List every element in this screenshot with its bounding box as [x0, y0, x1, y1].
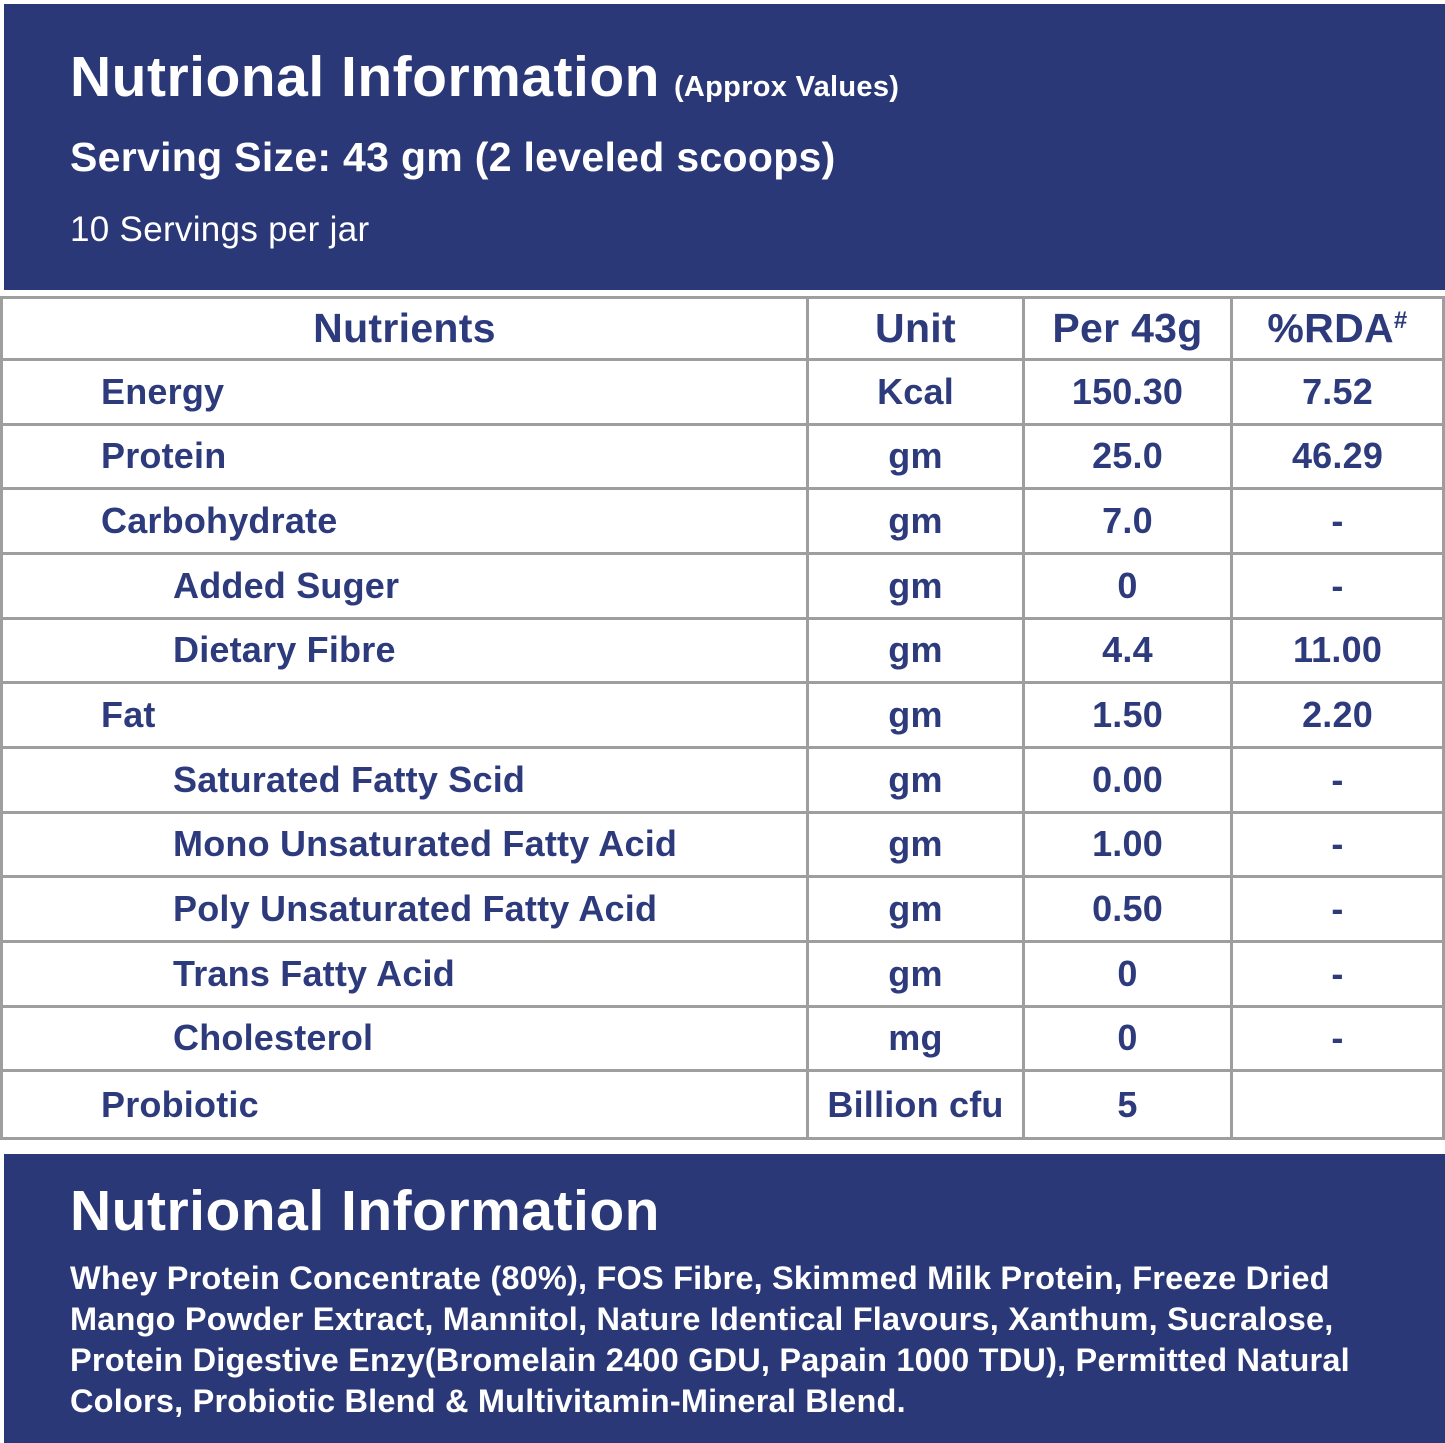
- ingredients-text: Whey Protein Concentrate (80%), FOS Fibr…: [70, 1259, 1350, 1419]
- nutrient-cell: Cholesterol: [3, 1007, 809, 1073]
- page-title: Nutrional Information: [70, 45, 660, 109]
- column-header-nutrients: Nutrients: [3, 299, 809, 361]
- nutrient-cell: Energy: [3, 361, 809, 426]
- unit-cell: mg: [809, 1007, 1025, 1073]
- rda-cell: 46.29: [1233, 426, 1442, 491]
- rda-cell: -: [1233, 814, 1442, 879]
- nutrient-cell: Probiotic: [3, 1072, 809, 1137]
- rda-cell: -: [1233, 555, 1442, 620]
- rda-cell: -: [1233, 878, 1442, 943]
- per43g-cell: 5: [1025, 1072, 1233, 1137]
- per43g-cell: 0.50: [1025, 878, 1233, 943]
- per43g-cell: 25.0: [1025, 425, 1233, 491]
- nutrient-cell: Protein: [3, 425, 809, 491]
- unit-cell: gm: [809, 554, 1025, 620]
- rda-cell: -: [1233, 1008, 1442, 1073]
- footer-title: Nutrional Information: [70, 1179, 660, 1243]
- rda-header-label: %RDA: [1267, 305, 1394, 351]
- nutrient-cell: Mono Unsaturated Fatty Acid: [3, 813, 809, 879]
- per43g-cell: 150.30: [1025, 361, 1233, 426]
- nutrient-cell: Fat: [3, 684, 809, 749]
- unit-cell: gm: [809, 813, 1025, 879]
- unit-cell: gm: [809, 684, 1025, 749]
- rda-cell: 7.52: [1233, 361, 1442, 426]
- unit-cell: gm: [809, 942, 1025, 1008]
- column-header-unit: Unit: [809, 299, 1025, 361]
- unit-cell: gm: [809, 619, 1025, 685]
- per43g-cell: 7.0: [1025, 490, 1233, 555]
- nutrient-cell: Saturated Fatty Scid: [3, 748, 809, 814]
- nutrient-cell: Dietary Fibre: [3, 619, 809, 685]
- title-row: Nutrional Information (Approx Values): [70, 45, 1405, 109]
- per43g-cell: 0: [1025, 1007, 1233, 1073]
- rda-cell: -: [1233, 943, 1442, 1008]
- rda-cell: 2.20: [1233, 684, 1442, 749]
- unit-cell: gm: [809, 748, 1025, 814]
- unit-cell: Kcal: [809, 361, 1025, 426]
- per43g-cell: 1.00: [1025, 813, 1233, 879]
- nutrient-cell: Carbohydrate: [3, 490, 809, 555]
- rda-cell: -: [1233, 490, 1442, 555]
- unit-cell: gm: [809, 425, 1025, 491]
- unit-cell: gm: [809, 490, 1025, 555]
- column-header-per43g: Per 43g: [1025, 299, 1233, 361]
- rda-cell: 11.00: [1233, 620, 1442, 685]
- nutrient-cell: Poly Unsaturated Fatty Acid: [3, 878, 809, 943]
- per43g-cell: 0: [1025, 942, 1233, 1008]
- per43g-cell: 4.4: [1025, 619, 1233, 685]
- unit-cell: Billion cfu: [809, 1072, 1025, 1137]
- serving-size-text: Serving Size: 43 gm (2 leveled scoops): [70, 133, 836, 180]
- nutrient-cell: Trans Fatty Acid: [3, 942, 809, 1008]
- rda-cell: -: [1233, 749, 1442, 814]
- per43g-cell: 0: [1025, 554, 1233, 620]
- nutrition-table: Nutrients Unit Per 43g %RDA # Energy Kcal 1…: [0, 296, 1445, 1140]
- nutrient-cell: Added Suger: [3, 554, 809, 620]
- per43g-cell: 0.00: [1025, 748, 1233, 814]
- rda-cell: [1233, 1072, 1442, 1137]
- unit-cell: gm: [809, 878, 1025, 943]
- header-panel: Nutrional Information (Approx Values) Se…: [4, 4, 1445, 290]
- column-header-rda: %RDA #: [1233, 299, 1442, 361]
- rda-hash-superscript: #: [1393, 307, 1408, 334]
- servings-per-jar-text: 10 Servings per jar: [70, 209, 370, 249]
- approx-values-note: (Approx Values): [673, 71, 900, 103]
- footer-panel: Nutrional Information Whey Protein Conce…: [4, 1154, 1445, 1443]
- per43g-cell: 1.50: [1025, 684, 1233, 749]
